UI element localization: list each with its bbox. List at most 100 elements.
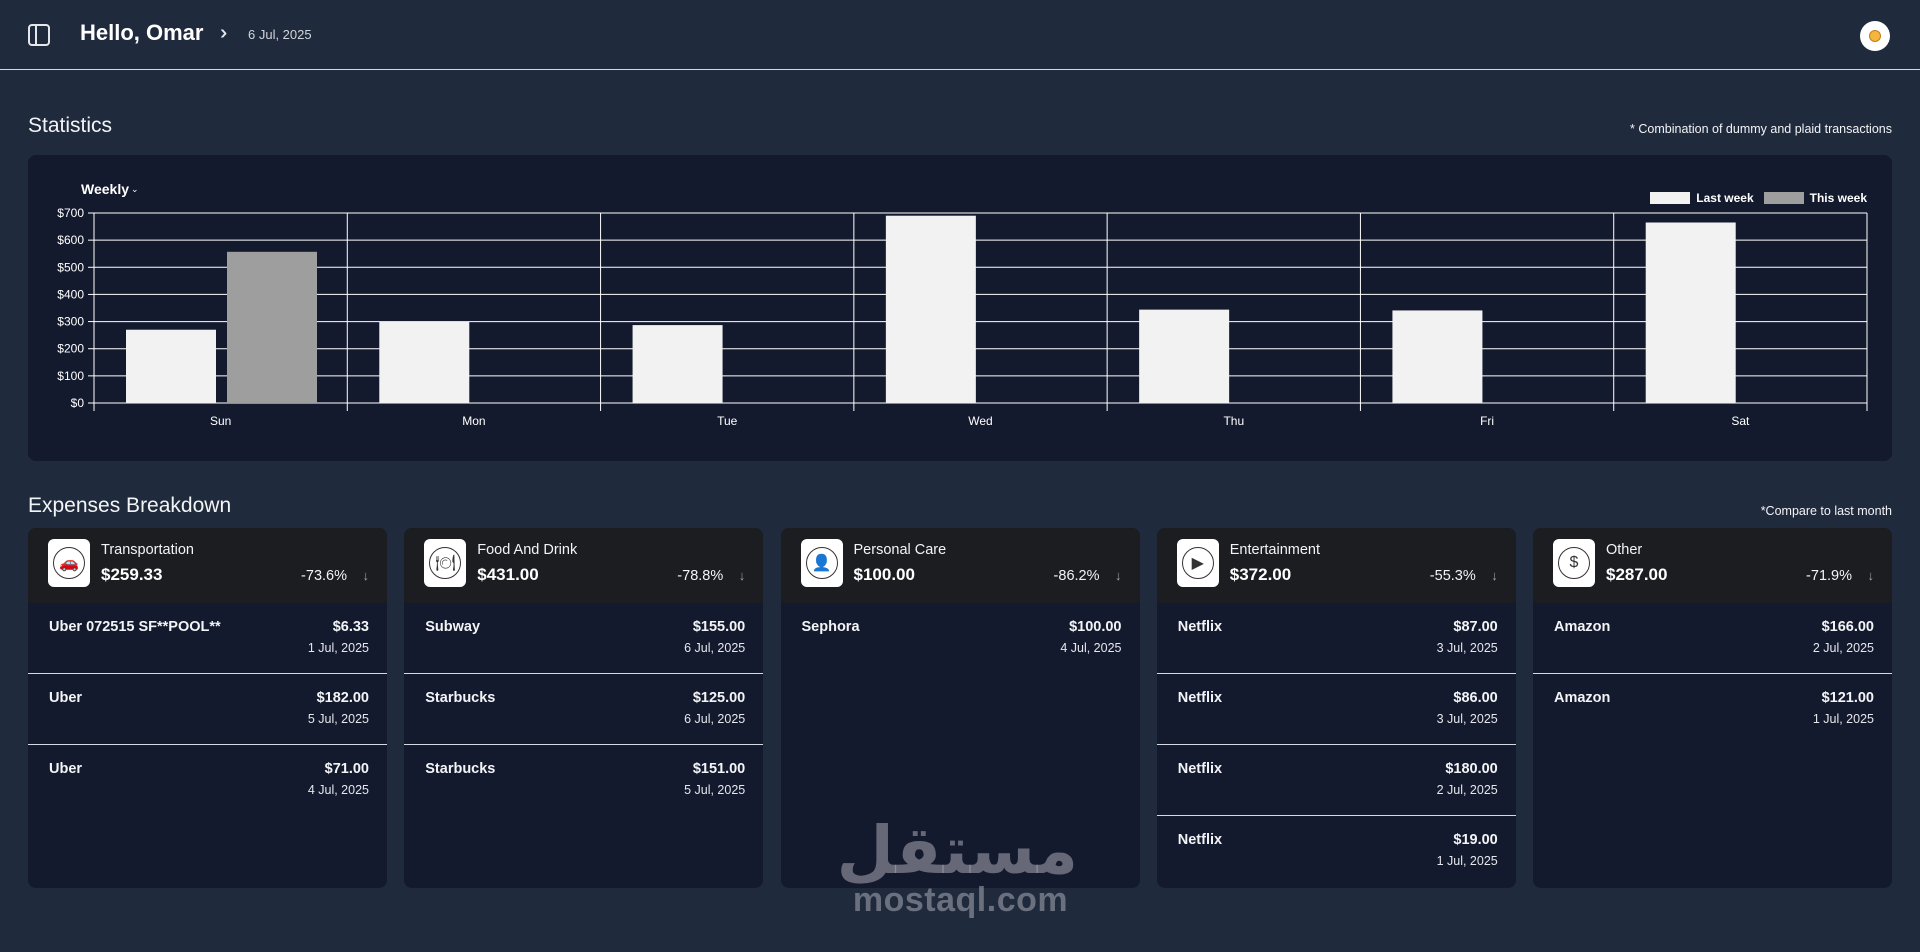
- transaction-row[interactable]: Amazon $121.00 1 Jul, 2025: [1533, 674, 1892, 745]
- transaction-name: Sephora: [801, 619, 860, 635]
- chevron-double-right-icon[interactable]: ››: [220, 22, 229, 44]
- arrow-down-icon: ↓: [1115, 568, 1122, 583]
- transaction-name: Uber: [49, 761, 83, 777]
- legend-swatch: [1650, 192, 1691, 204]
- category-total: $431.00: [477, 565, 539, 584]
- x-tick-label: Fri: [1480, 414, 1494, 428]
- y-tick-label: $100: [57, 369, 84, 383]
- transaction-amount: $71.00: [324, 761, 369, 777]
- transaction-row[interactable]: Netflix $86.00 3 Jul, 2025: [1156, 674, 1516, 745]
- y-tick-label: $500: [57, 260, 84, 274]
- legend-label: This week: [1809, 191, 1867, 205]
- expense-card-personal-care[interactable]: 👤 Personal Care $100.00 -86.2% ↓ Sephora $100.…: [780, 528, 1140, 888]
- category-name: Personal Care: [853, 542, 947, 558]
- period-select-label: Weekly: [81, 181, 129, 197]
- transaction-row[interactable]: Subway $155.00 6 Jul, 2025: [404, 603, 764, 674]
- x-tick-label: Mon: [462, 414, 485, 428]
- avatar-icon: [1869, 30, 1881, 42]
- person-icon: 👤: [805, 547, 838, 579]
- bar-last-week: [885, 215, 976, 403]
- transaction-amount: $121.00: [1821, 690, 1874, 706]
- avatar[interactable]: [1860, 21, 1890, 51]
- legend-item-this-week[interactable]: This week: [1763, 191, 1867, 205]
- expense-card-header: 👤 Personal Care $100.00 -86.2% ↓: [780, 528, 1140, 603]
- transaction-name: Netflix: [1177, 761, 1223, 777]
- category-icon-box: 🚗: [48, 539, 90, 587]
- car-icon: 🚗: [53, 547, 85, 579]
- expense-card-header: 🍽 Food And Drink $431.00 -78.8% ↓: [404, 528, 764, 603]
- weekly-bar-chart: $0 $100 $200 $300 $400 $500 $600 $700 Sun Mon Tue W…: [57, 206, 1868, 428]
- transaction-amount: $86.00: [1453, 690, 1498, 706]
- expense-cards: 🚗 Transportation $259.33 -73.6% ↓ Uber 072515…: [28, 528, 1892, 888]
- expense-card-header: 🚗 Transportation $259.33 -73.6% ↓: [28, 528, 387, 603]
- y-tick-label: $200: [57, 342, 84, 356]
- legend-item-last-week[interactable]: Last week: [1650, 191, 1754, 205]
- transaction-row[interactable]: Sephora $100.00 4 Jul, 2025: [781, 603, 1140, 674]
- transaction-amount: $6.33: [332, 619, 369, 635]
- transaction-amount: $166.00: [1821, 619, 1874, 635]
- transaction-row[interactable]: Uber 072515 SF**POOL** $6.33 1 Jul, 2025: [28, 603, 387, 674]
- x-tick-label: Tue: [717, 414, 738, 428]
- category-change: -71.9%: [1806, 568, 1852, 584]
- transaction-amount: $182.00: [316, 690, 369, 706]
- transaction-amount: $155.00: [692, 619, 746, 635]
- bar-last-week: [632, 325, 723, 403]
- greeting-title: Hello, Omar: [80, 20, 204, 45]
- arrow-down-icon: ↓: [362, 568, 370, 583]
- transaction-amount: $87.00: [1453, 619, 1498, 635]
- category-change: -55.3%: [1429, 568, 1476, 584]
- transaction-date: 2 Jul, 2025: [1812, 641, 1874, 655]
- transaction-amount: $180.00: [1445, 761, 1498, 777]
- transaction-row[interactable]: Starbucks $125.00 6 Jul, 2025: [404, 674, 764, 745]
- category-total: $372.00: [1229, 565, 1292, 584]
- transaction-amount: $19.00: [1453, 832, 1498, 848]
- expenses-title: Expenses Breakdown: [28, 494, 232, 517]
- category-icon-box: 🍽: [424, 539, 467, 587]
- y-tick-label: $700: [57, 206, 84, 220]
- category-icon-box: 👤: [800, 539, 843, 587]
- expense-card-entertainment[interactable]: ▶ Entertainment $372.00 -55.3% ↓ Netflix $87.0…: [1156, 528, 1516, 888]
- expense-card-header: ▶ Entertainment $372.00 -55.3% ↓: [1156, 528, 1516, 603]
- transaction-date: 2 Jul, 2025: [1436, 783, 1498, 797]
- legend-swatch: [1763, 192, 1804, 204]
- transaction-date: 4 Jul, 2025: [1060, 641, 1122, 655]
- transaction-name: Netflix: [1177, 690, 1223, 706]
- expense-card-other[interactable]: $ Other $287.00 -71.9% ↓ Amazon $166.00 2 Jul, …: [1533, 528, 1892, 888]
- sidebar-toggle-icon[interactable]: [28, 24, 50, 46]
- transaction-name: Uber: [49, 690, 83, 706]
- legend-label: Last week: [1696, 191, 1754, 205]
- category-total: $259.33: [101, 565, 163, 584]
- transaction-row[interactable]: Netflix $180.00 2 Jul, 2025: [1156, 745, 1516, 816]
- period-select[interactable]: Weekly ⌄: [81, 181, 139, 197]
- transaction-row[interactable]: Netflix $87.00 3 Jul, 2025: [1156, 603, 1516, 674]
- transaction-name: Starbucks: [425, 761, 496, 777]
- transaction-name: Amazon: [1554, 690, 1611, 706]
- transaction-date: 1 Jul, 2025: [307, 641, 369, 655]
- category-total: $100.00: [853, 565, 915, 584]
- category-change: -73.6%: [301, 568, 347, 584]
- statistics-title: Statistics: [28, 114, 113, 137]
- category-icon-box: $: [1553, 539, 1595, 587]
- category-change: -86.2%: [1053, 568, 1100, 584]
- transaction-date: 5 Jul, 2025: [307, 712, 369, 726]
- transaction-row[interactable]: Starbucks $151.00 5 Jul, 2025: [404, 745, 763, 816]
- expense-card-food-and-drink[interactable]: 🍽 Food And Drink $431.00 -78.8% ↓ Subway $155.…: [404, 528, 764, 888]
- transaction-row[interactable]: Netflix $19.00 1 Jul, 2025: [1157, 816, 1516, 887]
- top-bar: Hello, Omar ›› 6 Jul, 2025: [0, 0, 1920, 70]
- arrow-down-icon: ↓: [1867, 568, 1875, 583]
- y-tick-label: $0: [71, 396, 85, 410]
- bar-last-week: [379, 321, 470, 403]
- transaction-amount: $125.00: [692, 690, 746, 706]
- watermark: مستقل mostaql.com: [837, 818, 1078, 919]
- transaction-date: 3 Jul, 2025: [1436, 712, 1498, 726]
- transaction-row[interactable]: Uber $182.00 5 Jul, 2025: [28, 674, 387, 745]
- transaction-row[interactable]: Amazon $166.00 2 Jul, 2025: [1533, 603, 1892, 674]
- transaction-name: Amazon: [1554, 619, 1611, 635]
- transaction-name: Netflix: [1177, 619, 1223, 635]
- transaction-row[interactable]: Uber $71.00 4 Jul, 2025: [28, 745, 387, 816]
- expense-card-transportation[interactable]: 🚗 Transportation $259.33 -73.6% ↓ Uber 072515…: [28, 528, 387, 888]
- category-change: -78.8%: [677, 568, 724, 584]
- transaction-date: 4 Jul, 2025: [307, 783, 369, 797]
- category-name: Other: [1606, 542, 1643, 558]
- bar-last-week: [126, 329, 216, 403]
